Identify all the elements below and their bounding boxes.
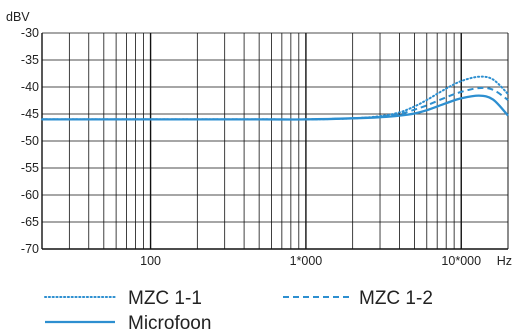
y-tick-labels: -30 -35 -40 -45 -50 -55 -60 -65 -70: [21, 26, 39, 256]
y-tick-label: -65: [21, 215, 39, 229]
y-tick-label: -30: [21, 26, 39, 40]
legend: MZC 1-1 MZC 1-2 Microfoon: [44, 288, 433, 330]
y-tick-label: -35: [21, 53, 39, 67]
y-axis-unit-label: dBV: [6, 10, 30, 24]
y-tick-label: -50: [21, 134, 39, 148]
y-tick-label: -40: [21, 80, 39, 94]
legend-label-mzc-1-2: MZC 1-2: [359, 288, 433, 309]
series-line-mzc-1-2: [42, 86, 509, 121]
y-tick-label: -60: [21, 188, 39, 202]
x-tick-label: 1*000: [290, 254, 323, 268]
x-tick-label: 100: [140, 254, 161, 268]
y-tick-label: -70: [21, 242, 39, 256]
legend-label-mzc-1-1: MZC 1-1: [128, 288, 202, 309]
grid: [41, 32, 509, 250]
series-line-microfoon: [42, 94, 509, 121]
x-tick-label: 10*000: [441, 254, 481, 268]
series-lines: [41, 75, 509, 121]
y-tick-label: -55: [21, 161, 39, 175]
legend-label-microfoon: Microfoon: [128, 313, 211, 330]
y-tick-label: -45: [21, 107, 39, 121]
x-axis-unit-label: Hz: [497, 254, 512, 268]
series-line-mzc-1-1: [41, 75, 509, 121]
x-tick-labels: 100 1*000 10*000: [140, 254, 481, 268]
axes: [41, 33, 508, 250]
